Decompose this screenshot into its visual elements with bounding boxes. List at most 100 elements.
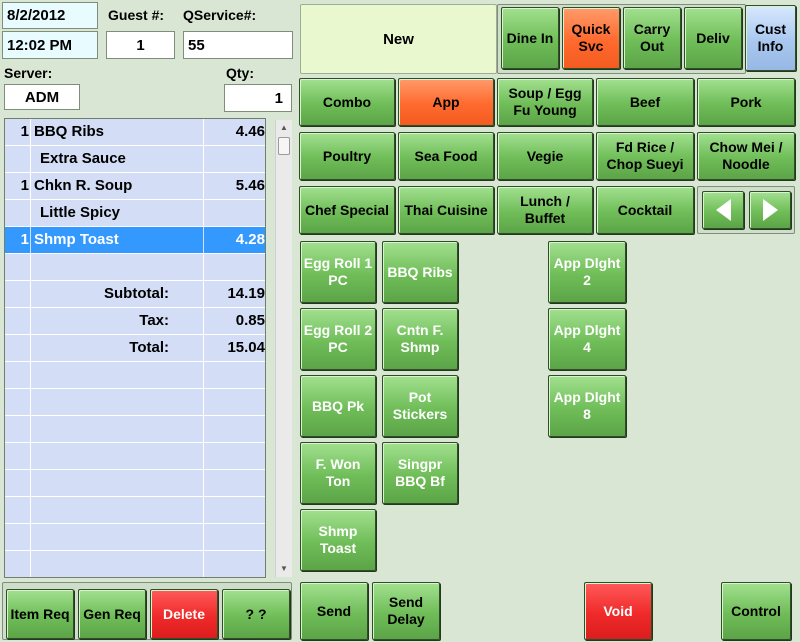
category-beef[interactable]: Beef bbox=[596, 78, 694, 126]
control-button[interactable]: Control bbox=[721, 582, 791, 640]
total-label: Total: bbox=[32, 335, 204, 361]
quick-service-button[interactable]: Quick Svc bbox=[562, 7, 620, 69]
category-chow-mein-noodle[interactable]: Chow Mei / Noodle bbox=[697, 132, 795, 180]
category-prev-button[interactable] bbox=[702, 191, 744, 229]
menu-item-shmp-toast[interactable]: Shmp Toast bbox=[300, 509, 376, 571]
order-qty bbox=[5, 308, 31, 334]
order-qty: 1 bbox=[5, 173, 31, 199]
order-qty bbox=[5, 335, 31, 361]
category-vegie[interactable]: Vegie bbox=[497, 132, 593, 180]
category-fried-rice-chop-suey[interactable]: Fd Rice / Chop Sueyi bbox=[596, 132, 694, 180]
order-modifier-row[interactable]: Little Spicy bbox=[5, 200, 265, 227]
order-row-empty bbox=[5, 443, 265, 470]
order-row-empty bbox=[5, 362, 265, 389]
scroll-up-icon[interactable]: ▲ bbox=[280, 123, 288, 132]
category-thai-cuisine[interactable]: Thai Cuisine bbox=[398, 186, 494, 234]
order-qty: 1 bbox=[5, 227, 31, 253]
order-price: 5.46 bbox=[235, 177, 265, 194]
order-price bbox=[205, 200, 265, 226]
menu-item-app-dlght-8[interactable]: App Dlght 8 bbox=[548, 375, 626, 437]
order-row-empty bbox=[5, 389, 265, 416]
qty-label: Qty: bbox=[226, 65, 254, 81]
menu-item-pot-stickers[interactable]: Pot Stickers bbox=[382, 375, 458, 437]
category-app[interactable]: App bbox=[398, 78, 494, 126]
total-value: 15.04 bbox=[227, 339, 265, 356]
menu-item-app-dlght-2[interactable]: App Dlght 2 bbox=[548, 241, 626, 303]
order-qty bbox=[5, 443, 31, 469]
category-lunch-buffet[interactable]: Lunch / Buffet bbox=[497, 186, 593, 234]
order-qty bbox=[5, 281, 31, 307]
order-modifier-row[interactable]: Extra Sauce bbox=[5, 146, 265, 173]
qty-field[interactable]: 1 bbox=[224, 84, 292, 112]
order-row[interactable]: 1 BBQ Ribs 4.46 bbox=[5, 119, 265, 146]
order-scrollbar[interactable]: ▲ ▼ bbox=[275, 120, 292, 577]
order-qty bbox=[5, 551, 31, 577]
scroll-down-icon[interactable]: ▼ bbox=[280, 564, 288, 573]
category-poultry[interactable]: Poultry bbox=[299, 132, 395, 180]
tax-label: Tax: bbox=[32, 308, 204, 334]
server-field[interactable]: ADM bbox=[4, 84, 80, 110]
order-item: Chkn R. Soup bbox=[32, 173, 204, 199]
qservice-label: QService#: bbox=[183, 7, 257, 23]
order-price bbox=[205, 146, 265, 172]
order-item: BBQ Ribs bbox=[32, 119, 204, 145]
category-combo[interactable]: Combo bbox=[299, 78, 395, 126]
order-item bbox=[32, 443, 204, 469]
order-row[interactable]: 1 Chkn R. Soup 5.46 bbox=[5, 173, 265, 200]
order-row-empty bbox=[5, 497, 265, 524]
delivery-button[interactable]: Deliv bbox=[684, 7, 742, 69]
category-next-button[interactable] bbox=[749, 191, 791, 229]
subtotal-value: 14.19 bbox=[227, 285, 265, 302]
carry-out-button[interactable]: Carry Out bbox=[623, 7, 681, 69]
order-qty bbox=[5, 146, 31, 172]
order-qty bbox=[5, 416, 31, 442]
category-pork[interactable]: Pork bbox=[697, 78, 795, 126]
guest-count-field[interactable]: 1 bbox=[106, 31, 175, 59]
order-qty bbox=[5, 254, 31, 280]
order-row-selected[interactable]: 1 Shmp Toast 4.28 bbox=[5, 227, 265, 254]
dine-in-button[interactable]: Dine In bbox=[501, 7, 559, 69]
qservice-number-field[interactable]: 55 bbox=[183, 31, 293, 59]
order-modifier: Extra Sauce bbox=[32, 146, 204, 172]
send-button[interactable]: Send bbox=[300, 582, 368, 640]
order-price: 4.28 bbox=[235, 231, 265, 248]
help-button[interactable]: ? ? bbox=[222, 589, 290, 639]
order-item bbox=[32, 551, 204, 577]
send-delay-button[interactable]: Send Delay bbox=[372, 582, 440, 640]
category-sea-food[interactable]: Sea Food bbox=[398, 132, 494, 180]
category-cocktail[interactable]: Cocktail bbox=[596, 186, 694, 234]
delete-button[interactable]: Delete bbox=[150, 589, 218, 639]
menu-item-bbq-ribs[interactable]: BBQ Ribs bbox=[382, 241, 458, 303]
guest-label: Guest #: bbox=[108, 7, 165, 23]
menu-item-bbq-pk[interactable]: BBQ Pk bbox=[300, 375, 376, 437]
subtotal-label: Subtotal: bbox=[32, 281, 204, 307]
order-qty bbox=[5, 524, 31, 550]
new-order-button[interactable]: New bbox=[300, 4, 497, 74]
order-item bbox=[32, 416, 204, 442]
order-price: 4.46 bbox=[235, 123, 265, 140]
menu-item-egg-roll-2[interactable]: Egg Roll 2 PC bbox=[300, 308, 376, 370]
scroll-thumb[interactable] bbox=[278, 137, 290, 155]
general-request-button[interactable]: Gen Req bbox=[78, 589, 146, 639]
order-list[interactable]: 1 BBQ Ribs 4.46 Extra Sauce 1 Chkn R. So… bbox=[4, 118, 266, 578]
order-qty bbox=[5, 200, 31, 226]
void-button[interactable]: Void bbox=[584, 582, 652, 640]
item-request-button[interactable]: Item Req bbox=[6, 589, 74, 639]
order-row-empty bbox=[5, 551, 265, 577]
menu-item-singpr-bbq-bf[interactable]: Singpr BBQ Bf bbox=[382, 442, 458, 504]
menu-item-cntn-f-shmp[interactable]: Cntn F. Shmp bbox=[382, 308, 458, 370]
order-row-empty bbox=[5, 254, 265, 281]
menu-item-f-won-ton[interactable]: F. Won Ton bbox=[300, 442, 376, 504]
order-qty bbox=[5, 389, 31, 415]
category-chef-special[interactable]: Chef Special bbox=[299, 186, 395, 234]
category-soup-egg-fu-young[interactable]: Soup / Egg Fu Young bbox=[497, 78, 593, 126]
order-item bbox=[32, 470, 204, 496]
customer-info-button[interactable]: Cust Info bbox=[745, 5, 796, 71]
order-qty bbox=[5, 362, 31, 388]
order-item bbox=[32, 497, 204, 523]
total-row: Total: 15.04 bbox=[5, 335, 265, 362]
menu-item-app-dlght-4[interactable]: App Dlght 4 bbox=[548, 308, 626, 370]
order-qty bbox=[5, 470, 31, 496]
menu-item-egg-roll-1[interactable]: Egg Roll 1 PC bbox=[300, 241, 376, 303]
right-arrow-icon bbox=[762, 199, 778, 221]
